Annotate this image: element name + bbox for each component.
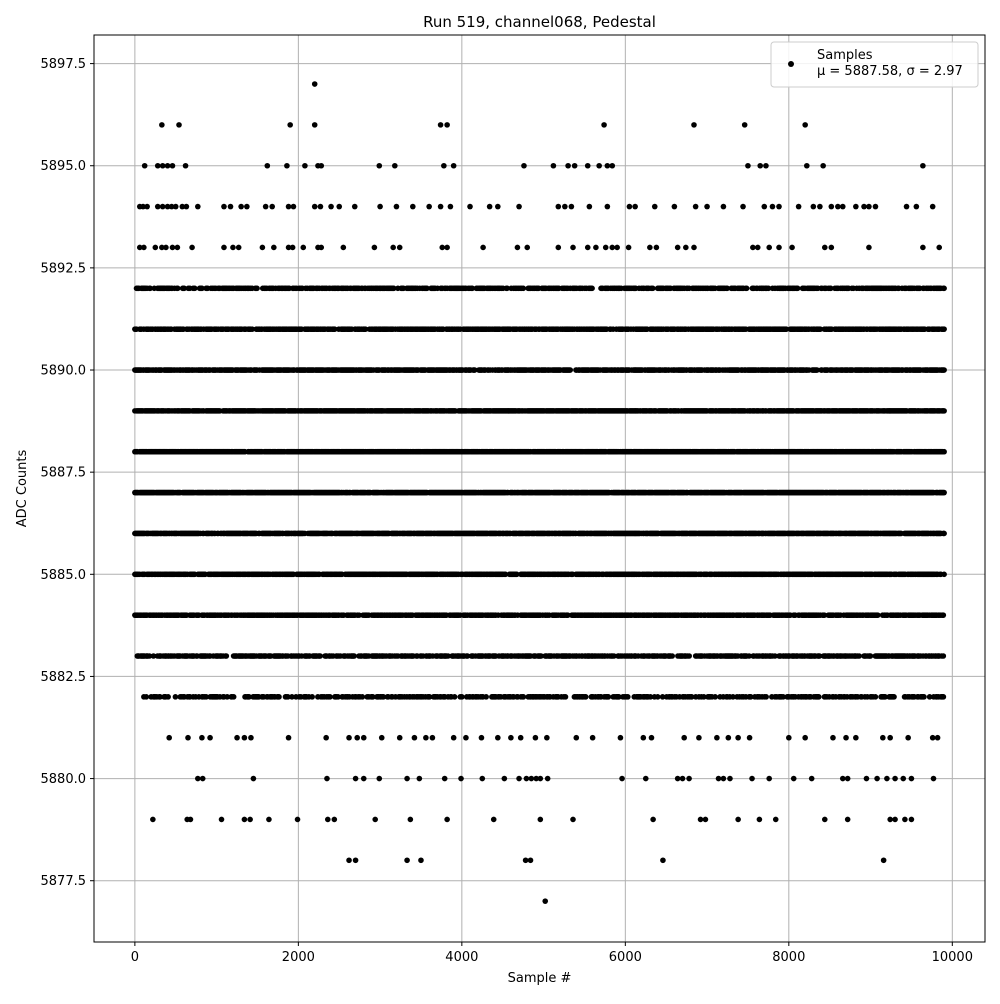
- data-point: [521, 286, 527, 292]
- data-point: [941, 490, 947, 496]
- data-point: [192, 286, 198, 292]
- data-point: [254, 286, 260, 292]
- data-point: [744, 286, 750, 292]
- data-point: [589, 286, 595, 292]
- chart-title: Run 519, channel068, Pedestal: [423, 13, 656, 31]
- data-point: [650, 286, 656, 292]
- data-point: [941, 286, 947, 292]
- data-point: [941, 449, 947, 455]
- data-point: [941, 408, 947, 414]
- data-point: [941, 367, 947, 373]
- data-point: [175, 286, 181, 292]
- data-point: [567, 367, 573, 373]
- data-point: [795, 286, 801, 292]
- data-point: [941, 326, 947, 332]
